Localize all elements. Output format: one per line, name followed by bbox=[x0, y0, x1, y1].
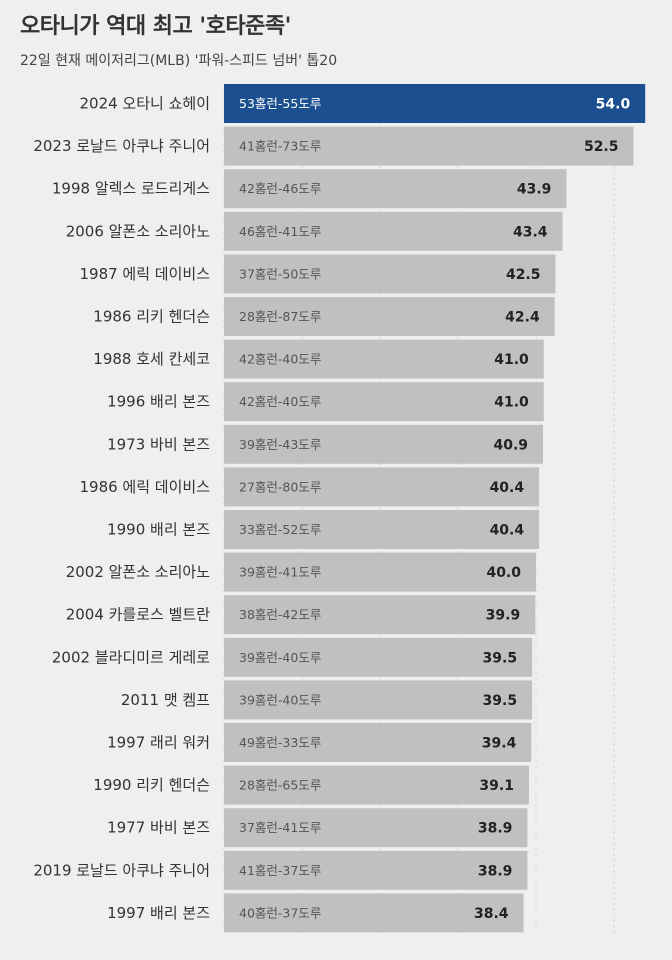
bar bbox=[224, 680, 533, 720]
bar bbox=[224, 169, 567, 209]
value-label: 41.0 bbox=[494, 352, 529, 368]
bar-detail-label: 38홈런-42도루 bbox=[239, 607, 321, 622]
bar bbox=[224, 510, 540, 549]
category-label: 2011 맷 켐프 bbox=[121, 691, 210, 709]
bar bbox=[224, 723, 532, 762]
bar-detail-label: 37홈런-50도루 bbox=[239, 266, 321, 281]
value-label: 42.5 bbox=[506, 267, 541, 283]
value-label: 52.5 bbox=[584, 139, 619, 155]
bar-detail-label: 53홈런-55도루 bbox=[239, 96, 321, 111]
value-label: 54.0 bbox=[596, 97, 631, 113]
category-label: 1977 바비 본즈 bbox=[107, 819, 210, 837]
bar bbox=[224, 850, 528, 890]
bar-detail-label: 40홈런-37도루 bbox=[239, 905, 321, 920]
bar bbox=[224, 552, 536, 592]
value-label: 43.4 bbox=[513, 224, 548, 240]
bar bbox=[224, 297, 555, 336]
category-label: 1997 래리 워커 bbox=[107, 734, 210, 752]
category-label: 1990 배리 본즈 bbox=[107, 521, 210, 539]
bar-detail-label: 41홈런-73도루 bbox=[239, 139, 321, 154]
bar-detail-label: 28홈런-65도루 bbox=[239, 778, 321, 793]
bar-detail-label: 37홈런-41도루 bbox=[239, 820, 321, 835]
bar bbox=[224, 637, 533, 677]
category-label: 2006 알폰소 소리아노 bbox=[66, 222, 211, 240]
value-label: 40.0 bbox=[486, 565, 521, 581]
chart-title: 오타니가 역대 최고 '호타준족' bbox=[20, 14, 291, 39]
category-label: 2023 로날드 아쿠냐 주니어 bbox=[33, 137, 210, 155]
bar-detail-label: 33홈런-52도루 bbox=[239, 522, 321, 537]
value-label: 39.4 bbox=[482, 736, 517, 752]
category-label: 1986 리키 헨더슨 bbox=[93, 308, 210, 326]
bar-detail-label: 42홈런-40도루 bbox=[239, 394, 321, 409]
bar bbox=[224, 893, 524, 933]
bar-detail-label: 39홈런-43도루 bbox=[239, 437, 321, 452]
category-label: 2002 블라디미르 게레로 bbox=[52, 648, 210, 666]
value-label: 39.1 bbox=[479, 778, 514, 794]
category-label: 1998 알렉스 로드리게스 bbox=[52, 180, 210, 198]
value-label: 42.4 bbox=[505, 310, 540, 326]
bar-detail-label: 27홈런-80도루 bbox=[239, 479, 321, 494]
chart-subtitle: 22일 현재 메이저리그(MLB) '파워-스피드 넘버' 톱20 bbox=[20, 53, 338, 69]
category-label: 1990 리키 헨더슨 bbox=[93, 776, 210, 794]
category-label: 1988 호세 칸세코 bbox=[93, 350, 210, 368]
bar bbox=[224, 765, 529, 805]
bar-detail-label: 46홈런-41도루 bbox=[239, 224, 321, 239]
bar-detail-label: 42홈런-40도루 bbox=[239, 352, 321, 367]
value-label: 40.4 bbox=[490, 480, 525, 496]
value-label: 43.9 bbox=[517, 182, 552, 198]
value-label: 39.5 bbox=[483, 650, 518, 666]
category-label: 2004 카를로스 벨트란 bbox=[66, 606, 211, 624]
bar bbox=[224, 211, 563, 251]
category-label: 1997 배리 본즈 bbox=[107, 904, 210, 922]
bar-detail-label: 28홈런-87도루 bbox=[239, 309, 321, 324]
bar-detail-label: 41홈런-37도루 bbox=[239, 863, 321, 878]
category-label: 2024 오타니 쇼헤이 bbox=[79, 95, 210, 113]
bar bbox=[224, 339, 544, 379]
value-label: 38.9 bbox=[478, 821, 513, 837]
bar-detail-label: 39홈런-40도루 bbox=[239, 650, 321, 665]
bar-detail-label: 49홈런-33도루 bbox=[239, 735, 321, 750]
bars: 2024 오타니 쇼헤이 53홈런-55도루 54.0 2023 로날드 아쿠냐 주니… bbox=[33, 84, 646, 933]
bar bbox=[224, 595, 536, 635]
value-label: 40.9 bbox=[493, 437, 528, 453]
bar-detail-label: 39홈런-41도루 bbox=[239, 565, 321, 580]
value-label: 39.5 bbox=[483, 693, 518, 709]
value-label: 41.0 bbox=[494, 395, 529, 411]
bar bbox=[224, 424, 544, 464]
bar bbox=[224, 126, 634, 166]
category-label: 1986 에릭 데이비스 bbox=[79, 478, 210, 496]
category-label: 2002 알폰소 소리아노 bbox=[66, 563, 211, 581]
bar-detail-label: 42홈런-46도루 bbox=[239, 181, 321, 196]
category-label: 2019 로날드 아쿠냐 주니어 bbox=[33, 861, 210, 879]
bar bbox=[224, 808, 528, 848]
bar bbox=[224, 467, 540, 507]
category-label: 1973 바비 본즈 bbox=[107, 435, 210, 453]
value-label: 38.4 bbox=[474, 906, 509, 922]
bar-detail-label: 39홈런-40도루 bbox=[239, 692, 321, 707]
category-label: 1996 배리 본즈 bbox=[107, 393, 210, 411]
value-label: 40.4 bbox=[490, 523, 525, 539]
value-label: 38.9 bbox=[478, 863, 513, 879]
bar bbox=[224, 254, 556, 294]
value-label: 39.9 bbox=[486, 608, 521, 624]
bar bbox=[224, 382, 544, 422]
category-label: 1987 에릭 데이비스 bbox=[79, 265, 210, 283]
bar-highlight bbox=[224, 84, 646, 123]
